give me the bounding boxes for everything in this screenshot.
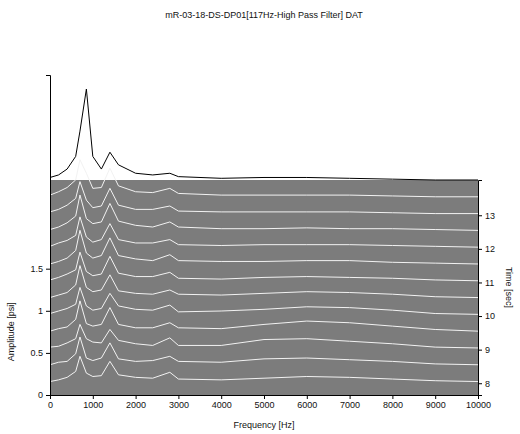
axis-line — [51, 396, 479, 400]
spectrum-trace — [50, 356, 478, 381]
tick: 1 — [38, 306, 50, 316]
tick-mark — [392, 395, 393, 399]
tick-mark — [46, 353, 50, 354]
tick: 1.5 — [30, 264, 50, 274]
tick: 0 — [48, 395, 53, 410]
axis-line — [479, 181, 483, 396]
axis-line — [46, 76, 51, 396]
spectrum-trace — [50, 301, 478, 331]
tick-mark — [478, 316, 482, 317]
tick-label: 12 — [485, 244, 495, 254]
tick: 10 — [478, 311, 495, 321]
tick-mark — [435, 395, 436, 399]
tick-mark — [46, 395, 50, 396]
spectrum-trace — [50, 230, 478, 264]
x-axis-title: Frequency [Hz] — [233, 420, 294, 430]
chart: 0100020003000400050006000700080009000100… — [0, 0, 520, 434]
tick-label: 0.5 — [30, 348, 43, 358]
tick-mark — [478, 282, 482, 283]
tick: 8000 — [383, 395, 403, 410]
tick: 5000 — [254, 395, 274, 410]
tick-mark — [93, 395, 94, 399]
tick-label: 1 — [38, 306, 43, 316]
spectrum-trace — [50, 337, 478, 365]
tick-mark — [221, 395, 222, 399]
tick: 3000 — [169, 395, 189, 410]
tick-mark — [136, 395, 137, 399]
tick-label: 5000 — [254, 400, 274, 410]
tick-label: 3000 — [169, 400, 189, 410]
tick-label: 9 — [485, 345, 490, 355]
tick-label: 6000 — [297, 400, 317, 410]
tick: 0 — [38, 390, 50, 400]
tick: 8 — [478, 379, 490, 389]
spectrum-trace — [50, 182, 478, 214]
tick-label: 10 — [485, 311, 495, 321]
tick: 7000 — [340, 395, 360, 410]
tick-label: 0 — [38, 390, 43, 400]
plot-background — [50, 180, 478, 395]
tick: 9000 — [426, 395, 446, 410]
tick-label: 1000 — [83, 400, 103, 410]
tick-label: 9000 — [426, 400, 446, 410]
tick-label: 4000 — [212, 400, 232, 410]
spectrum-trace — [50, 266, 478, 298]
tick-label: 11 — [485, 278, 494, 288]
tick: 1000 — [83, 395, 103, 410]
tick-mark — [478, 215, 482, 216]
spectrum-trace — [50, 287, 478, 314]
tick-mark — [478, 383, 482, 384]
tick-label: 13 — [485, 211, 495, 221]
tick: 0.5 — [30, 348, 50, 358]
traces — [50, 89, 478, 382]
tick-label: 8000 — [383, 400, 403, 410]
x-axis: 0 1000 2000 3000 4000 5000 6000 7000 8000 9000 100… — [48, 395, 491, 410]
tick-label: 1.5 — [30, 264, 43, 274]
y-axis-title: Amplitude [psi] — [6, 302, 16, 361]
tick: 6000 — [297, 395, 317, 410]
tick: 11 — [478, 278, 494, 288]
tick-mark — [478, 249, 482, 250]
tick: 10000 — [466, 395, 491, 410]
tick-label: 2000 — [126, 400, 146, 410]
time-axis-title: Time [sec] — [504, 267, 514, 308]
tick-mark — [350, 395, 351, 399]
tick-label: 0 — [48, 400, 53, 410]
tick-label: 10000 — [466, 400, 491, 410]
tick: 13 — [478, 211, 495, 221]
tick-mark — [307, 395, 308, 399]
tick-mark — [478, 350, 482, 351]
tick-label: 7000 — [340, 400, 360, 410]
tick: 2000 — [126, 395, 146, 410]
tick: 9 — [478, 345, 490, 355]
tick-mark — [46, 311, 50, 312]
tick-label: 8 — [485, 379, 490, 389]
tick: 4000 — [212, 395, 232, 410]
tick-mark — [178, 395, 179, 399]
spectrum-trace — [50, 160, 478, 197]
spectrum-trace — [50, 252, 478, 281]
title: mR-03-18-DS-DP01[117Hz-High Pass Filter]… — [165, 10, 363, 20]
tick-mark — [46, 269, 50, 270]
tick-mark — [264, 395, 265, 399]
y-axis: 0 0.5 1 1.5 — [30, 76, 50, 401]
spectrum-trace — [50, 217, 478, 247]
spectrum-trace — [50, 89, 478, 180]
tick: 12 — [478, 244, 495, 254]
time-axis: 8 9 10 11 12 13 — [478, 181, 495, 396]
